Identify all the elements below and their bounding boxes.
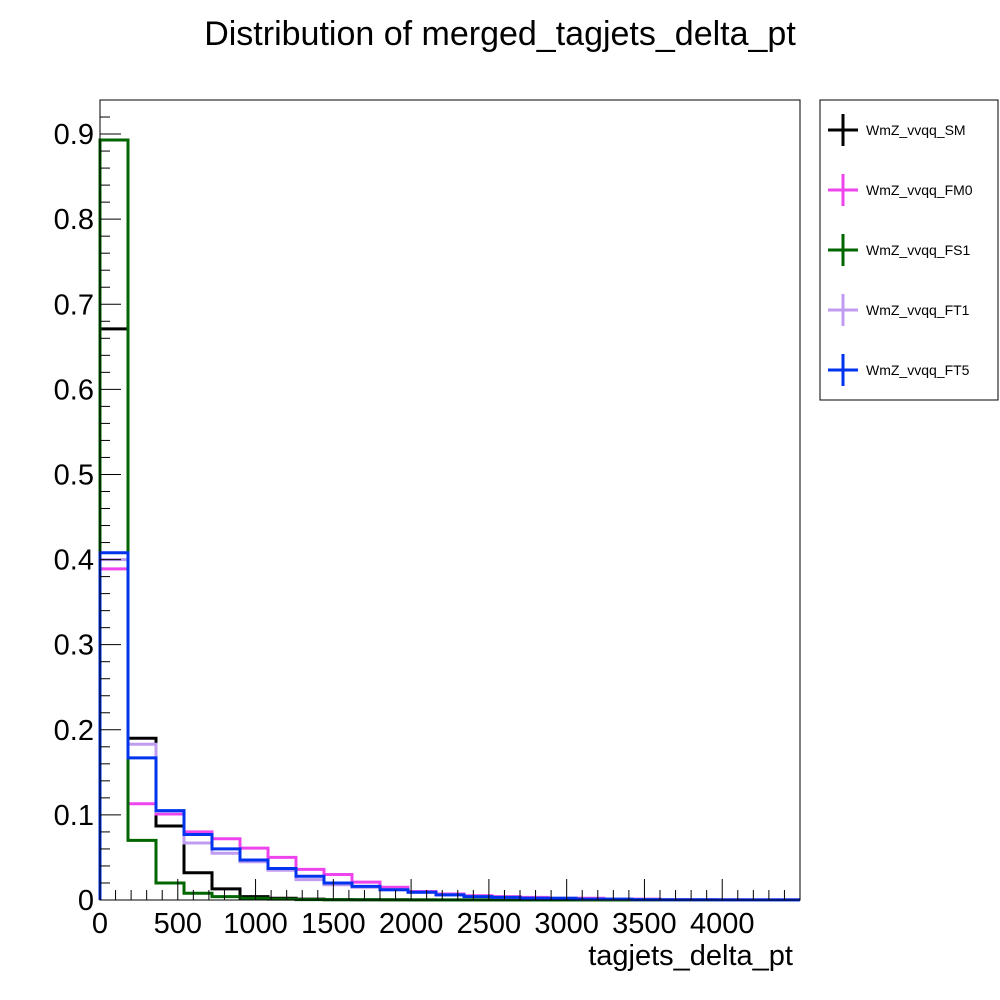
series-line-4	[98, 558, 800, 902]
y-tick-label: 0.1	[54, 800, 94, 832]
x-tick-label: 500	[154, 908, 202, 940]
y-tick-label: 0.7	[54, 289, 94, 321]
x-tick-label: 0	[92, 908, 108, 940]
y-tick-label: 0.5	[54, 459, 94, 491]
legend-label: WmZ_vvqq_FT1	[866, 302, 970, 318]
series-line-2	[98, 567, 800, 902]
plot-frame	[99, 99, 801, 901]
series-line-5	[98, 551, 800, 902]
y-tick-label: 0.9	[54, 119, 94, 151]
x-axis-label: tagjets_delta_pt	[588, 940, 793, 972]
series-line-3	[98, 138, 800, 902]
legend-label: WmZ_vvqq_FS1	[866, 242, 970, 258]
y-tick-label: 0.4	[54, 545, 94, 577]
y-tick-label: 0.8	[54, 204, 94, 236]
x-tick-label: 1500	[301, 908, 366, 940]
y-axis: 0 0.1 0.2 0.3 0.4 0.5 0.6 0.7 0.8 0.9	[54, 116, 121, 917]
x-tick-label: 3500	[612, 908, 677, 940]
histogram-curves	[98, 138, 800, 902]
y-tick-label: 0.3	[54, 630, 94, 662]
y-tick-label: 0.6	[54, 374, 94, 406]
y-tick-label: 0	[78, 885, 94, 917]
series-line-1	[98, 327, 800, 902]
legend: WmZ_vvqq_SM WmZ_vvqq_FM0 WmZ_vvqq_FS1 WmZ_v…	[819, 99, 999, 401]
x-tick-label: 1000	[223, 908, 288, 940]
x-tick-label: 4000	[690, 908, 755, 940]
y-tick-label: 0.2	[54, 715, 94, 747]
legend-label: WmZ_vvqq_FM0	[866, 182, 973, 198]
chart-title: Distribution of merged_tagjets_delta_pt	[204, 15, 796, 53]
legend-label: WmZ_vvqq_SM	[866, 122, 966, 138]
x-tick-label: 3000	[534, 908, 599, 940]
legend-items: WmZ_vvqq_SM WmZ_vvqq_FM0 WmZ_vvqq_FS1 WmZ_v…	[828, 114, 973, 386]
x-axis: 0 500 1000 1500 2000 2500 3000 3500 4000	[92, 879, 801, 940]
x-tick-label: 2000	[379, 908, 444, 940]
legend-label: WmZ_vvqq_FT5	[866, 362, 970, 378]
x-tick-label: 2500	[457, 908, 522, 940]
